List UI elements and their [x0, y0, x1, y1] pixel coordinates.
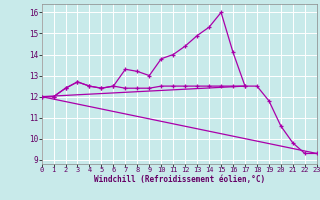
- X-axis label: Windchill (Refroidissement éolien,°C): Windchill (Refroidissement éolien,°C): [94, 175, 265, 184]
